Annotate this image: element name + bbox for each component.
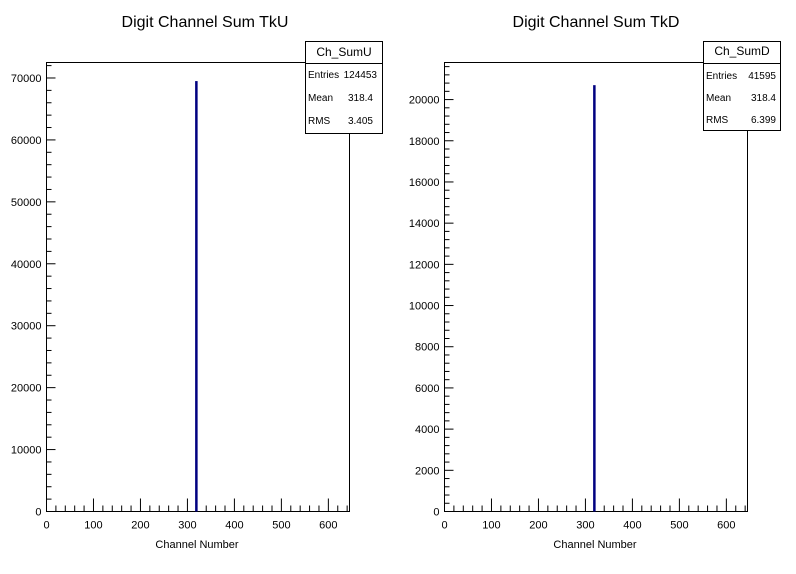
- x-tick-label: 400: [623, 520, 641, 532]
- y-tick-label: 20000: [11, 383, 42, 395]
- stats-box-frame: [703, 41, 781, 131]
- y-tick-label: 10000: [409, 301, 440, 313]
- histogram-bin: [195, 81, 198, 512]
- stats-value-mean: 318.4: [348, 93, 373, 104]
- x-tick-label: 100: [482, 520, 500, 532]
- x-tick-label: 300: [178, 520, 196, 532]
- y-tick-label: 8000: [415, 342, 439, 354]
- y-tick-label: 60000: [11, 135, 42, 147]
- x-tick-label: 500: [272, 520, 290, 532]
- stats-box-name: Ch_SumD: [714, 44, 770, 58]
- histogram-bin: [593, 85, 596, 512]
- stats-box-name: Ch_SumU: [316, 45, 371, 59]
- y-tick-label: 14000: [409, 218, 440, 230]
- y-tick-label: 50000: [11, 197, 42, 209]
- plot-frame: [444, 62, 748, 512]
- chart-title: Digit Channel Sum TkU: [122, 14, 289, 31]
- y-tick-label: 30000: [11, 321, 42, 333]
- stats-value-mean: 318.4: [751, 93, 776, 104]
- y-tick-label: 6000: [415, 383, 439, 395]
- pad-tku: Digit Channel Sum TkU 0 100 200 300 400 500 60…: [11, 14, 383, 551]
- x-tick-label: 600: [717, 520, 735, 532]
- x-tick-label: 200: [131, 520, 149, 532]
- stats-value-rms: 6.399: [751, 115, 776, 126]
- y-tick-label: 2000: [415, 465, 439, 477]
- stats-box: Ch_SumD Entries 41595 Mean 318.4 RMS 6.3…: [703, 41, 781, 131]
- x-axis: 0 100 200 300 400 500 600: [441, 498, 746, 532]
- y-tick-label: 16000: [409, 177, 440, 189]
- pad-tkd: Digit Channel Sum TkD 0 100 200 300 400 500 60…: [409, 14, 781, 551]
- x-tick-label: 0: [43, 520, 49, 532]
- y-axis: 0 10000 20000 30000 40000 50000 60000 70000: [11, 65, 56, 519]
- stats-box-frame: [305, 41, 383, 134]
- y-tick-label: 0: [433, 507, 439, 519]
- stats-label-rms: RMS: [308, 116, 331, 127]
- y-tick-label: 0: [35, 507, 41, 519]
- x-tick-label: 300: [576, 520, 594, 532]
- y-tick-label: 40000: [11, 259, 42, 271]
- stats-label-mean: Mean: [706, 93, 731, 104]
- x-tick-label: 500: [670, 520, 688, 532]
- y-tick-label: 12000: [409, 259, 440, 271]
- y-tick-label: 70000: [11, 73, 42, 85]
- x-tick-label: 100: [84, 520, 102, 532]
- y-axis: 0 2000 4000 6000 8000 10000 12000 14000 16000 180…: [409, 66, 454, 519]
- plot-frame: [46, 62, 350, 512]
- histogram-series: [195, 81, 198, 512]
- y-tick-label: 10000: [11, 445, 42, 457]
- stats-label-mean: Mean: [308, 93, 333, 104]
- x-axis-label: Channel Number: [155, 539, 238, 551]
- y-tick-label: 20000: [409, 95, 440, 107]
- x-axis: 0 100 200 300 400 500 600: [43, 498, 348, 532]
- histogram-series: [593, 85, 596, 512]
- stats-value-rms: 3.405: [348, 116, 373, 127]
- stats-label-entries: Entries: [308, 70, 339, 81]
- y-tick-label: 4000: [415, 424, 439, 436]
- y-tick-label: 18000: [409, 136, 440, 148]
- x-tick-label: 200: [529, 520, 547, 532]
- stats-value-entries: 124453: [344, 70, 378, 81]
- chart-title: Digit Channel Sum TkD: [513, 14, 680, 31]
- x-tick-label: 600: [319, 520, 337, 532]
- x-tick-label: 400: [225, 520, 243, 532]
- stats-value-entries: 41595: [748, 71, 776, 82]
- stats-box: Ch_SumU Entries 124453 Mean 318.4 RMS 3.…: [305, 41, 383, 134]
- stats-label-rms: RMS: [706, 115, 729, 126]
- x-tick-label: 0: [441, 520, 447, 532]
- x-axis-label: Channel Number: [553, 539, 636, 551]
- stats-label-entries: Entries: [706, 71, 737, 82]
